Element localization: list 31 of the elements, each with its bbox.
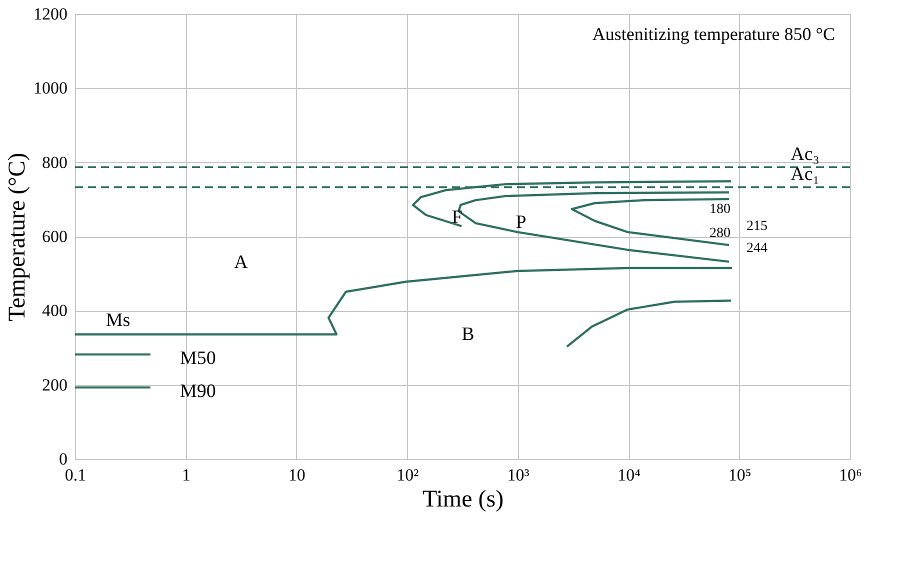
y-tick-label: 1000 <box>34 78 68 98</box>
ref-line-label: Ac₁ <box>790 164 820 186</box>
annotation: M90 <box>180 381 216 402</box>
x-tick-label: 10⁴ <box>618 466 641 484</box>
x-tick-label: 10⁵ <box>728 466 752 484</box>
x-tick-label: 10 <box>288 466 306 484</box>
annotation: 280 <box>710 226 730 241</box>
ref-line-label: Ac₃ <box>790 144 820 166</box>
annotation: 244 <box>746 241 768 256</box>
x-tick-label: 1 <box>182 466 190 484</box>
annotation: B <box>462 324 474 345</box>
annotation: Ms <box>106 310 130 331</box>
x-tick-label: 10³ <box>507 466 530 484</box>
annotation: Austenitizing temperature 850 °C <box>592 24 835 44</box>
y-tick-label: 200 <box>42 375 68 394</box>
x-tick-label: 10⁶ <box>839 466 862 484</box>
annotation: M50 <box>180 348 216 369</box>
annotation: P <box>516 212 526 233</box>
annotation: A <box>234 252 248 273</box>
annotation: 180 <box>710 202 730 217</box>
annotation: F <box>452 207 462 228</box>
y-tick-label: 0 <box>59 450 68 468</box>
x-tick-label: 10² <box>396 466 419 484</box>
y-tick-label: 400 <box>42 301 68 320</box>
x-axis-title: Time (s) <box>422 486 504 512</box>
y-tick-label: 1200 <box>34 4 68 24</box>
y-tick-label: 800 <box>42 152 68 172</box>
annotation: 215 <box>746 219 768 234</box>
y-axis-title: Temperature (°C) <box>4 152 30 322</box>
y-tick-label: 600 <box>42 227 68 246</box>
x-tick-label: 0.1 <box>64 466 86 484</box>
